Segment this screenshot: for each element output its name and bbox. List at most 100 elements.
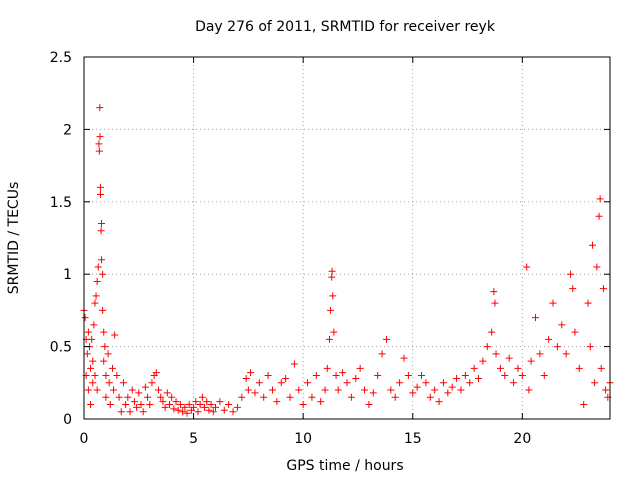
data-point (81, 314, 89, 322)
data-point (133, 403, 141, 411)
data-point (115, 393, 123, 401)
data-point (139, 408, 147, 416)
data-point (113, 372, 121, 380)
data-point (216, 398, 224, 406)
data-point (87, 364, 95, 372)
data-point (286, 393, 294, 401)
x-tick-label: 10 (294, 431, 312, 447)
y-tick-label: 2.5 (50, 50, 72, 66)
data-point (196, 401, 204, 409)
data-point (470, 364, 478, 372)
data-point (461, 372, 469, 380)
data-point (595, 212, 603, 220)
data-point (96, 133, 104, 141)
data-point (157, 393, 165, 401)
tick-layer: 0 5 10 15 20 0 0.5 1 1.5 2 2.5 (50, 50, 610, 447)
data-point (135, 389, 143, 397)
data-point (597, 364, 605, 372)
data-point (321, 386, 329, 394)
data-point (242, 374, 250, 382)
data-point (99, 270, 107, 278)
data-point (282, 374, 290, 382)
data-point (352, 374, 360, 382)
data-point (260, 393, 268, 401)
data-point (102, 393, 110, 401)
data-point (525, 386, 533, 394)
data-point (124, 393, 132, 401)
data-point (475, 374, 482, 382)
data-point (580, 401, 588, 409)
data-point (599, 285, 607, 293)
data-point (422, 379, 430, 387)
data-point (159, 398, 167, 406)
data-point (496, 364, 504, 372)
data-point (255, 379, 263, 387)
data-point (308, 393, 316, 401)
data-point (102, 372, 110, 380)
x-tick-label: 5 (189, 431, 198, 447)
data-point (137, 401, 145, 409)
data-point (185, 401, 193, 409)
data-point (584, 299, 592, 307)
data-point (100, 328, 108, 336)
data-point (356, 364, 364, 372)
data-point (514, 364, 522, 372)
data-point (128, 386, 136, 394)
data-point (553, 343, 561, 351)
data-point (317, 398, 325, 406)
data-point (88, 335, 96, 343)
data-points (80, 104, 614, 417)
data-point (141, 383, 149, 391)
data-point (207, 401, 215, 409)
data-point (567, 270, 575, 278)
data-point (84, 386, 92, 394)
data-point (431, 386, 439, 394)
data-point (505, 354, 513, 362)
data-point (277, 379, 285, 387)
data-point (518, 372, 526, 380)
data-point (181, 403, 189, 411)
data-point (295, 386, 303, 394)
data-point (569, 285, 577, 293)
data-point (233, 403, 241, 411)
data-point (183, 409, 191, 417)
data-point (98, 256, 106, 264)
data-point (332, 372, 340, 380)
data-point (325, 335, 333, 343)
data-point (586, 343, 594, 351)
data-point (108, 364, 116, 372)
data-point (290, 360, 298, 368)
data-point (374, 372, 382, 380)
data-point (479, 357, 487, 365)
data-point (527, 357, 535, 365)
data-point (347, 393, 355, 401)
data-point (602, 386, 610, 394)
data-point (510, 379, 518, 387)
data-point (176, 401, 184, 409)
data-point (212, 403, 219, 411)
data-point (299, 401, 307, 409)
data-point (400, 354, 408, 362)
data-point (198, 393, 206, 401)
data-point (404, 372, 412, 380)
data-point (95, 147, 103, 155)
data-point (536, 350, 544, 358)
data-point (155, 386, 163, 394)
data-point (562, 350, 570, 358)
data-point (492, 350, 500, 358)
plot-frame (83, 56, 611, 420)
data-point (165, 401, 173, 409)
data-point (396, 379, 404, 387)
data-point (94, 263, 102, 271)
data-point (523, 263, 531, 271)
data-point (174, 406, 182, 414)
data-point (179, 408, 187, 416)
data-point (361, 386, 369, 394)
data-point (93, 277, 101, 285)
data-point (457, 386, 465, 394)
data-point (84, 328, 92, 336)
data-point (92, 292, 100, 300)
data-point (531, 314, 539, 322)
data-point (435, 398, 443, 406)
